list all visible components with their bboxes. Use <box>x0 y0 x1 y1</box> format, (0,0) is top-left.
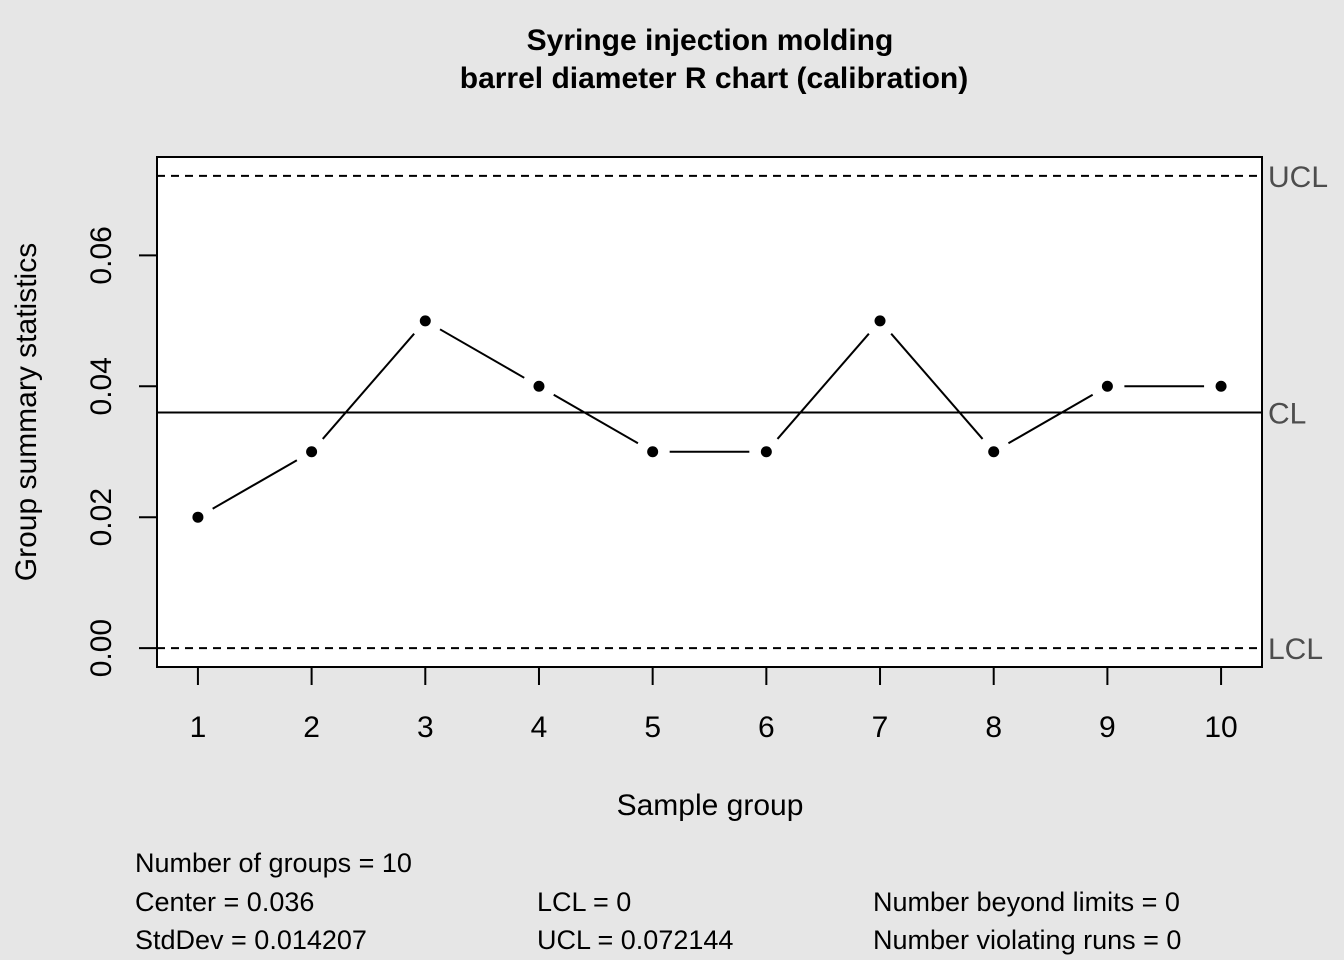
x-tick-label: 6 <box>758 711 775 744</box>
stats-number-violating-runs: Number violating runs = 0 <box>873 925 1181 955</box>
data-point <box>419 315 431 327</box>
stats-number-of-groups: Number of groups = 10 <box>135 848 412 878</box>
x-axis-label: Sample group <box>617 789 804 822</box>
series-segment <box>212 459 298 510</box>
y-tick-label: 0.06 <box>85 226 118 284</box>
data-point <box>533 380 545 392</box>
x-tick-label: 7 <box>872 711 889 744</box>
y-tick-label: 0.00 <box>85 619 118 677</box>
y-axis: 0.00 0.02 0.04 0.06 <box>85 226 158 677</box>
y-tick-label: 0.04 <box>85 357 118 415</box>
data-point <box>1101 380 1113 392</box>
chart-title-line-2: barrel diameter R chart (calibration) <box>460 62 968 95</box>
series-segment <box>1007 393 1094 445</box>
control-limits <box>157 174 1262 650</box>
data-point <box>192 511 204 523</box>
x-tick-label: 3 <box>417 711 434 744</box>
x-tick-label: 10 <box>1204 711 1237 744</box>
y-axis-label: Group summary statistics <box>10 243 43 581</box>
y-tick-label: 0.02 <box>85 488 118 546</box>
lcl-label: LCL <box>1268 633 1323 666</box>
stats-ucl: UCL = 0.072144 <box>537 925 733 955</box>
data-point <box>647 446 659 458</box>
stats-center: Center = 0.036 <box>135 887 314 917</box>
stats-lcl: LCL = 0 <box>537 887 631 917</box>
data-point <box>988 446 1000 458</box>
x-tick-label: 5 <box>644 711 661 744</box>
data-point <box>760 446 772 458</box>
series-segment <box>322 333 415 440</box>
x-tick-label: 2 <box>303 711 320 744</box>
series-segment <box>439 328 525 379</box>
data-point <box>874 315 886 327</box>
x-tick-label: 4 <box>531 711 548 744</box>
x-tick-label: 1 <box>190 711 207 744</box>
cl-label: CL <box>1268 397 1306 430</box>
ucl-label: UCL <box>1268 161 1328 194</box>
data-series <box>192 315 1227 523</box>
stats-number-beyond-limits: Number beyond limits = 0 <box>873 887 1180 917</box>
x-tick-label: 9 <box>1099 711 1116 744</box>
x-axis: 1 2 3 4 5 6 7 8 9 10 <box>190 666 1238 744</box>
x-tick-label: 8 <box>985 711 1002 744</box>
data-point <box>1215 380 1227 392</box>
series-segment <box>776 333 870 440</box>
data-point <box>306 446 318 458</box>
series-segment <box>553 393 639 445</box>
stats-stddev: StdDev = 0.014207 <box>135 925 367 955</box>
chart-title-line-1: Syringe injection molding <box>527 24 894 57</box>
series-segment <box>890 333 984 440</box>
